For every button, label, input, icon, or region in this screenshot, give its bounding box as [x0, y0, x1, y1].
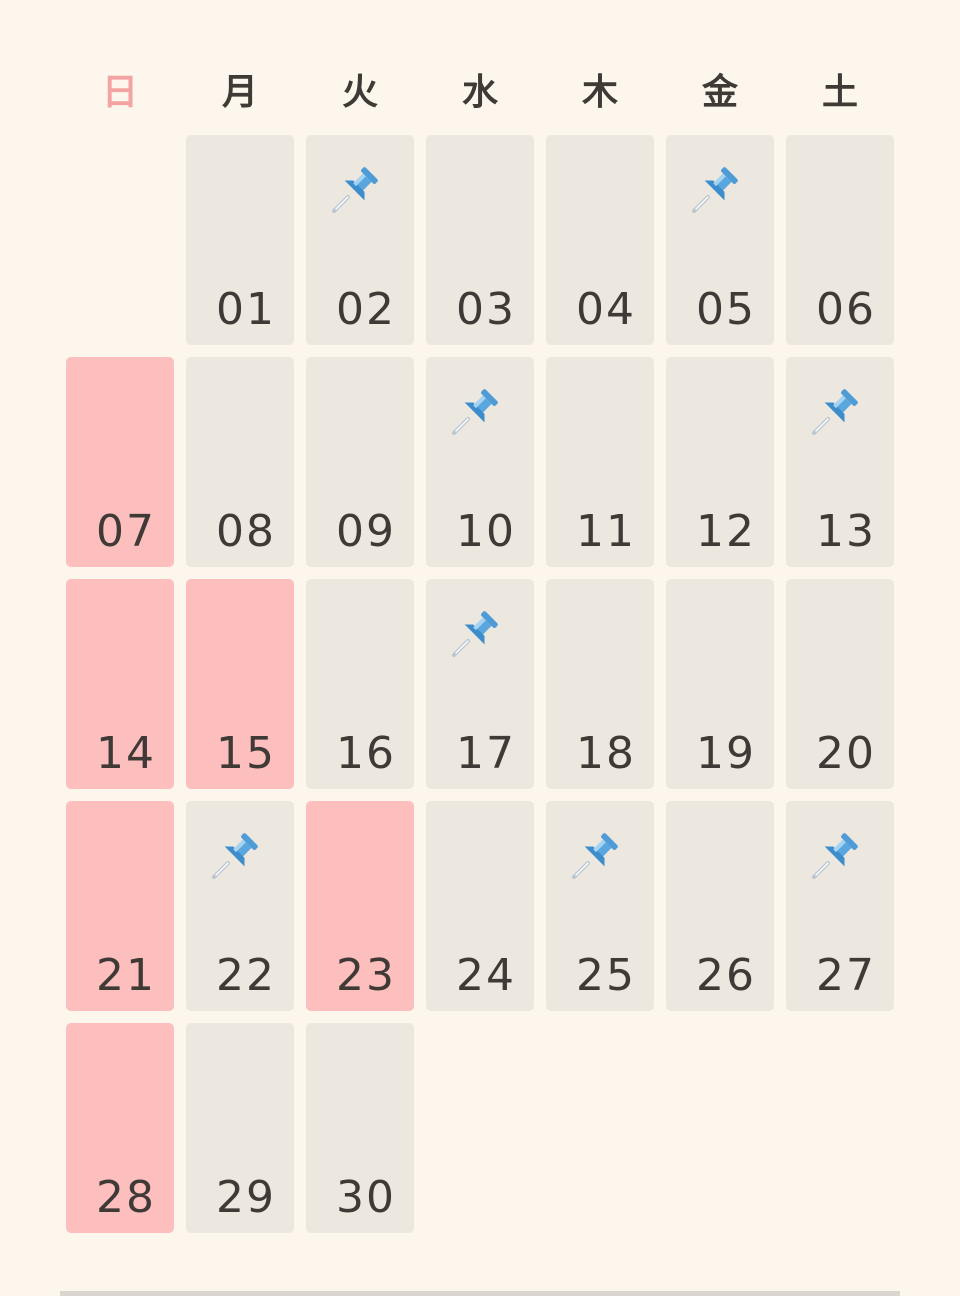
- day-cell[interactable]: 07: [66, 357, 174, 567]
- day-number: 30: [336, 1172, 396, 1223]
- day-number: 27: [816, 950, 876, 1001]
- day-cell[interactable]: 22: [186, 801, 294, 1011]
- day-number: 13: [816, 506, 876, 557]
- day-cell[interactable]: 24: [426, 801, 534, 1011]
- day-number: 15: [216, 728, 276, 779]
- pushpin-icon: [808, 387, 860, 439]
- day-number: 24: [456, 950, 516, 1001]
- day-cell[interactable]: 25: [546, 801, 654, 1011]
- day-number: 10: [456, 506, 516, 557]
- day-number: 02: [336, 284, 396, 335]
- day-number: 16: [336, 728, 396, 779]
- day-cell[interactable]: 02: [306, 135, 414, 345]
- day-cell[interactable]: 28: [66, 1023, 174, 1233]
- day-cell[interactable]: 12: [666, 357, 774, 567]
- day-cell[interactable]: 27: [786, 801, 894, 1011]
- day-number: 05: [696, 284, 756, 335]
- day-number: 07: [96, 506, 156, 557]
- pushpin-icon: [808, 831, 860, 883]
- day-cell[interactable]: 23: [306, 801, 414, 1011]
- weekday-label-wed: 水: [461, 72, 498, 113]
- day-number: 25: [576, 950, 636, 1001]
- day-number: 11: [576, 506, 636, 557]
- day-cell[interactable]: 15: [186, 579, 294, 789]
- day-number: 17: [456, 728, 516, 779]
- day-cell[interactable]: 13: [786, 357, 894, 567]
- day-cell[interactable]: 06: [786, 135, 894, 345]
- day-number: 09: [336, 506, 396, 557]
- day-number: 28: [96, 1172, 156, 1223]
- day-cell[interactable]: 21: [66, 801, 174, 1011]
- day-cell[interactable]: 18: [546, 579, 654, 789]
- day-cell[interactable]: 01: [186, 135, 294, 345]
- day-number: 23: [336, 950, 396, 1001]
- day-cell[interactable]: 14: [66, 579, 174, 789]
- day-cell[interactable]: 04: [546, 135, 654, 345]
- weekday-label-tue: 火: [341, 72, 378, 113]
- pushpin-icon: [568, 831, 620, 883]
- day-number: 12: [696, 506, 756, 557]
- day-number: 06: [816, 284, 876, 335]
- day-number: 29: [216, 1172, 276, 1223]
- weekday-label-thu: 木: [581, 72, 618, 113]
- day-cell[interactable]: 11: [546, 357, 654, 567]
- day-cell[interactable]: 19: [666, 579, 774, 789]
- weekday-label-mon: 月: [221, 72, 258, 113]
- day-number: 22: [216, 950, 276, 1001]
- day-cell[interactable]: 10: [426, 357, 534, 567]
- day-cell[interactable]: 30: [306, 1023, 414, 1233]
- bottom-divider: [60, 1291, 900, 1296]
- pushpin-icon: [208, 831, 260, 883]
- day-cell[interactable]: 05: [666, 135, 774, 345]
- pushpin-icon: [328, 165, 380, 217]
- weekday-label-sun: 日: [101, 72, 138, 113]
- day-number: 01: [216, 284, 276, 335]
- weekday-label-fri: 金: [701, 72, 738, 113]
- day-number: 14: [96, 728, 156, 779]
- day-number: 04: [576, 284, 636, 335]
- day-cell[interactable]: 20: [786, 579, 894, 789]
- day-cell[interactable]: 16: [306, 579, 414, 789]
- pushpin-icon: [448, 609, 500, 661]
- day-number: 26: [696, 950, 756, 1001]
- day-number: 21: [96, 950, 156, 1001]
- day-cell[interactable]: 26: [666, 801, 774, 1011]
- day-cell[interactable]: 17: [426, 579, 534, 789]
- pushpin-icon: [688, 165, 740, 217]
- pushpin-icon: [448, 387, 500, 439]
- weekday-label-sat: 土: [821, 72, 858, 113]
- day-cell[interactable]: 09: [306, 357, 414, 567]
- day-cell[interactable]: 29: [186, 1023, 294, 1233]
- day-cell[interactable]: 03: [426, 135, 534, 345]
- day-number: 08: [216, 506, 276, 557]
- day-number: 03: [456, 284, 516, 335]
- day-number: 19: [696, 728, 756, 779]
- day-number: 20: [816, 728, 876, 779]
- day-number: 18: [576, 728, 636, 779]
- day-cell[interactable]: 08: [186, 357, 294, 567]
